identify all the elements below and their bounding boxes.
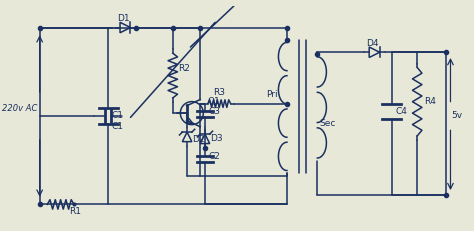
Text: D1: D1: [117, 14, 130, 23]
Text: 5v: 5v: [451, 112, 463, 121]
Text: C1: C1: [112, 112, 124, 121]
Text: C4: C4: [395, 107, 407, 116]
Text: R2: R2: [179, 64, 191, 73]
Text: Pri: Pri: [266, 90, 278, 99]
Text: D2: D2: [192, 135, 204, 144]
Text: R3: R3: [213, 88, 225, 97]
Text: C2: C2: [209, 152, 220, 161]
Text: Sec: Sec: [319, 119, 336, 128]
Text: C1: C1: [111, 122, 123, 131]
Text: Q1: Q1: [207, 97, 220, 106]
Text: D4: D4: [366, 39, 379, 48]
Text: R1: R1: [69, 207, 81, 216]
Text: 220v AC: 220v AC: [2, 104, 38, 113]
Text: D3: D3: [210, 134, 222, 143]
Text: R4: R4: [424, 97, 436, 106]
Text: C3: C3: [209, 107, 221, 116]
